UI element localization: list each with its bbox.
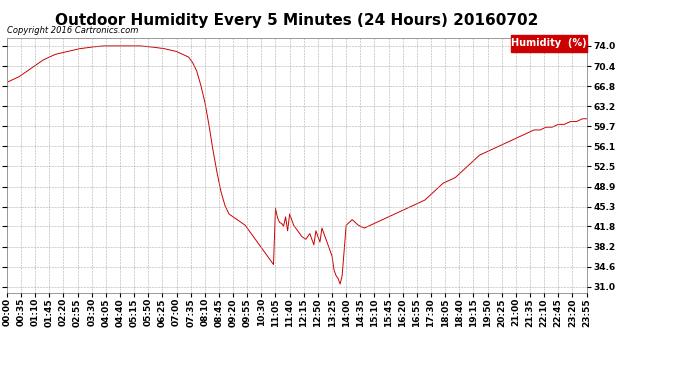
Text: Humidity  (%): Humidity (%) — [511, 38, 586, 48]
Text: Outdoor Humidity Every 5 Minutes (24 Hours) 20160702: Outdoor Humidity Every 5 Minutes (24 Hou… — [55, 13, 538, 28]
Text: Copyright 2016 Cartronics.com: Copyright 2016 Cartronics.com — [8, 26, 139, 35]
FancyBboxPatch shape — [511, 35, 586, 51]
